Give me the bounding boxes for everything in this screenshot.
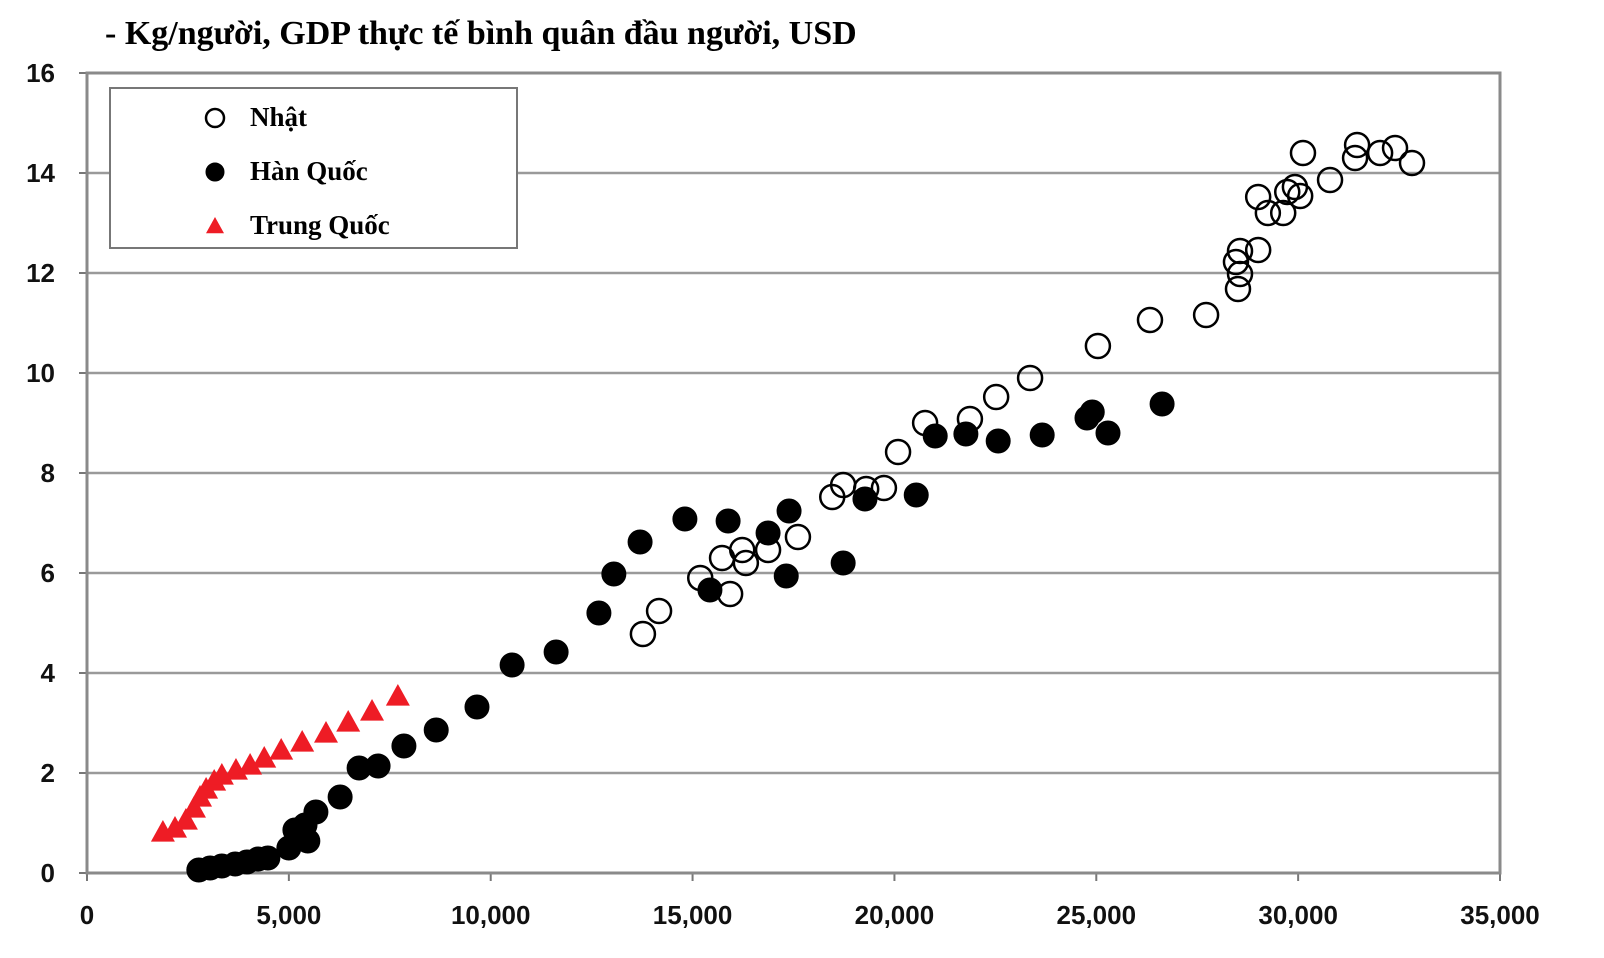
y-tick-label: 2 [41,758,55,788]
point [697,577,723,603]
point [181,796,206,818]
point [629,620,657,648]
x-tick-label: 5,000 [256,900,321,930]
legend-label: Nhật [250,102,307,132]
x-tick-label: 10,000 [451,900,531,930]
point [336,710,361,732]
point [903,482,929,508]
point [1269,199,1297,227]
y-tick-label: 14 [26,158,55,188]
legend-marker [204,107,226,129]
point [1224,275,1252,303]
point [755,520,781,546]
point [238,753,263,775]
point [255,845,281,871]
point [269,738,294,760]
y-tick-label: 4 [41,658,56,688]
point [586,600,612,626]
point [295,828,321,854]
point [870,474,898,502]
point [290,730,315,752]
point [1366,139,1394,167]
x-tick-label: 0 [80,900,94,930]
point [1244,236,1272,264]
point [1084,332,1112,360]
point [982,383,1010,411]
chart-title: - Kg/người, GDP thực tế bình quân đầu ng… [105,15,857,52]
x-tick-label: 30,000 [1258,900,1338,930]
point [1029,422,1055,448]
x-tick-label: 35,000 [1460,900,1540,930]
y-tick-label: 6 [41,558,55,588]
point [1016,364,1044,392]
y-tick-label: 12 [26,258,55,288]
point [784,523,812,551]
legend-label: Hàn Quốc [250,156,368,186]
legend-marker [206,217,224,234]
point [1079,399,1105,425]
y-tick-label: 0 [41,858,55,888]
point [385,684,410,706]
legend-box [109,87,518,249]
point [1244,183,1272,211]
point [1343,131,1371,159]
point [499,652,525,678]
point [1381,134,1409,162]
point [1289,139,1317,167]
point [776,498,802,524]
point [728,536,756,564]
point [601,561,627,587]
point [464,694,490,720]
point [985,428,1011,454]
x-tick-label: 25,000 [1057,900,1137,930]
legend-label: Trung Quốc [250,210,390,240]
point [922,423,948,449]
point [1273,178,1301,206]
point [391,733,417,759]
point [1136,306,1164,334]
point [672,506,698,532]
point [1095,420,1121,446]
y-tick-label: 10 [26,358,55,388]
point [1192,301,1220,329]
legend-marker [205,162,225,182]
point [1149,391,1175,417]
point [715,508,741,534]
point [852,486,878,512]
point [360,699,385,721]
point [163,816,188,838]
x-tick-label: 15,000 [653,900,733,930]
point [1398,149,1426,177]
point [1316,166,1344,194]
point [953,421,979,447]
point [252,746,277,768]
point [313,721,338,743]
point [627,529,653,555]
point [1341,144,1369,172]
point [423,717,449,743]
point [1286,182,1314,210]
point [543,639,569,665]
point [829,471,857,499]
x-tick-label: 20,000 [855,900,935,930]
point [732,549,760,577]
point [830,550,856,576]
point [1222,248,1250,276]
point [173,808,198,830]
plot-frame [85,71,1502,875]
y-tick-label: 8 [41,458,55,488]
point [773,563,799,589]
point [327,784,353,810]
point [1254,199,1282,227]
point [365,753,391,779]
point [884,438,912,466]
point [303,799,329,825]
y-tick-label: 16 [26,58,55,88]
point [1226,237,1254,265]
point [645,597,673,625]
